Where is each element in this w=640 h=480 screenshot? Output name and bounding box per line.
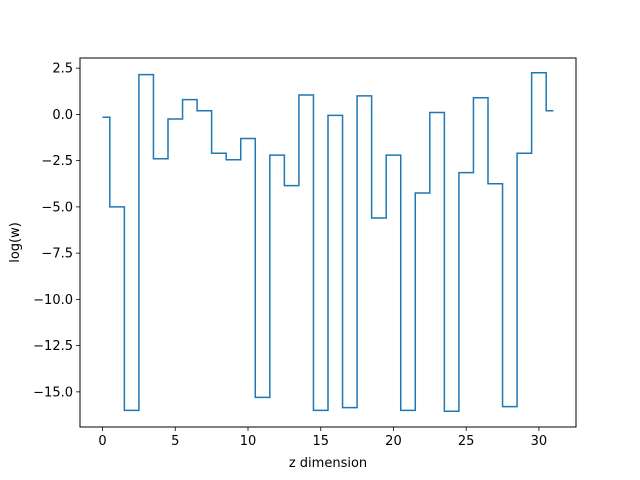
y-tick-label: −5.0 [41,200,73,215]
plot-frame [79,57,577,428]
x-tick-label: 25 [458,434,475,449]
y-tick-label: 2.5 [52,62,73,77]
y-tick-label: −12.5 [33,339,73,354]
y-tick-label: −2.5 [41,154,73,169]
ticks-layer: 0 5 10 15 20 25 30 2.5 0.0 −2.5 −5.0 −7.5 −10.0 −12.5… [33,62,547,449]
x-tick-label: 30 [531,434,548,449]
x-tick-label: 10 [240,434,257,449]
x-tick-label: 15 [312,434,329,449]
x-tick-label: 0 [98,434,106,449]
x-tick-label: 20 [385,434,402,449]
y-tick-label: −10.0 [33,293,73,308]
x-axis-label: z dimension [289,456,367,471]
y-tick-label: −15.0 [33,385,73,400]
y-axis-label: log(w) [8,222,23,263]
series-line [102,72,554,413]
series-layer [102,72,554,413]
y-tick-label: 0.0 [52,108,73,123]
x-tick-label: 5 [171,434,179,449]
y-tick-label: −7.5 [41,247,73,262]
